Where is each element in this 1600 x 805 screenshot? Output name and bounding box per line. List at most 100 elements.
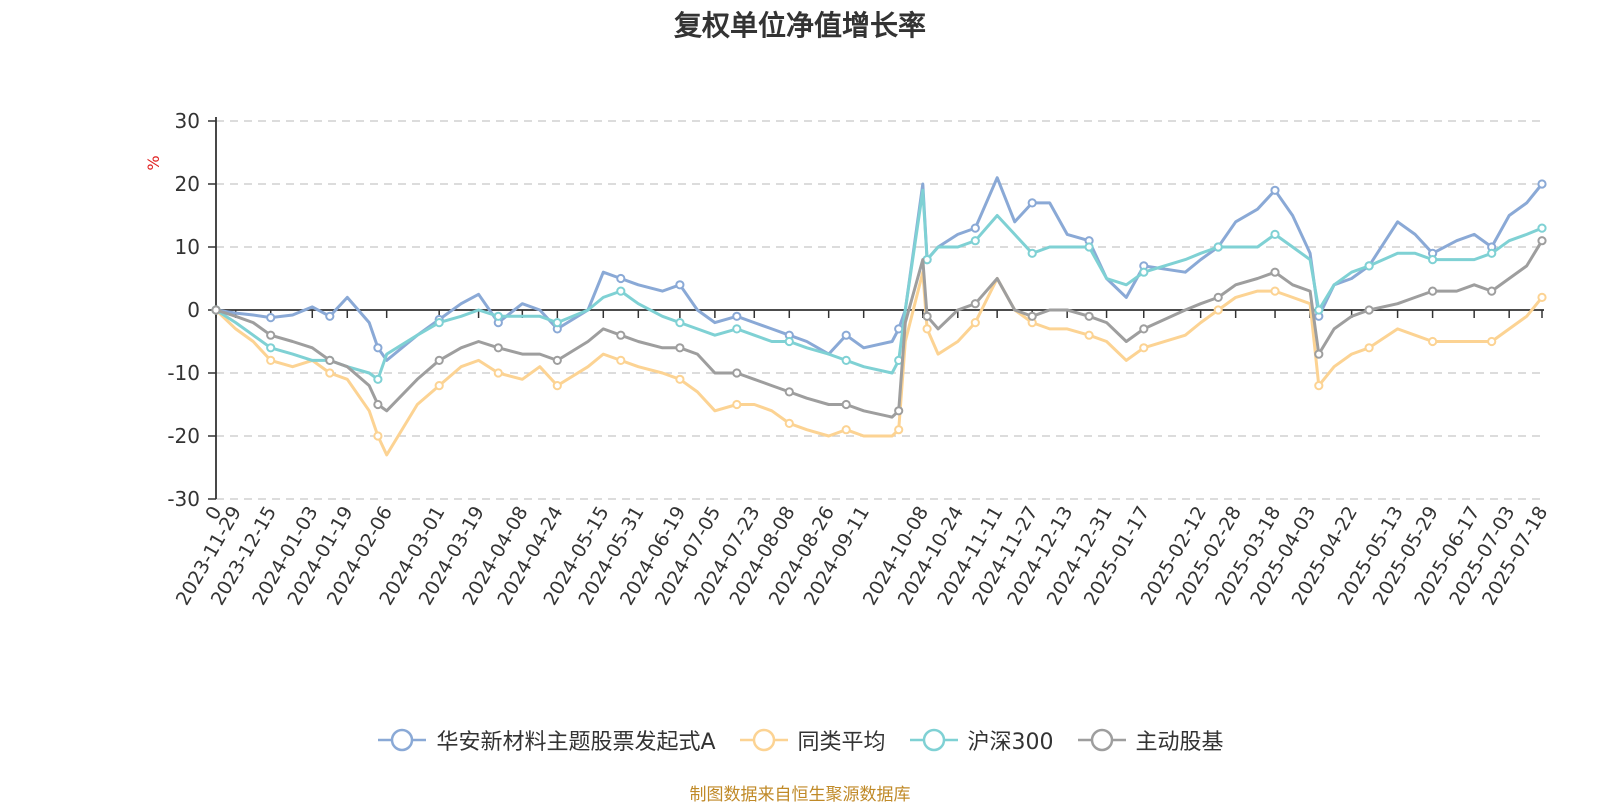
series-point [970, 299, 980, 309]
y-tick-label: -30 [167, 487, 200, 511]
series-point [784, 387, 794, 397]
series-point [1084, 330, 1094, 340]
series-point [1027, 311, 1037, 321]
series-point [1364, 343, 1374, 353]
series-point [1487, 248, 1497, 258]
series-point [1314, 381, 1324, 391]
series-point [1537, 292, 1547, 302]
series-point [841, 355, 851, 365]
y-tick-label: 10 [175, 235, 200, 259]
series-point [1139, 267, 1149, 277]
legend: 华安新材料主题股票发起式A 同类平均 沪深300 主动股基 [0, 724, 1600, 756]
legend-marker-icon [1077, 728, 1126, 752]
series-point [732, 324, 742, 334]
legend-item-1[interactable]: 华安新材料主题股票发起式A [376, 724, 716, 756]
series-point [894, 425, 904, 435]
series-point [1270, 229, 1280, 239]
y-tick-label: 30 [175, 109, 200, 133]
series-point [922, 311, 932, 321]
series-point [373, 343, 383, 353]
legend-label: 同类平均 [797, 730, 886, 755]
series-point [675, 343, 685, 353]
legend-marker-icon [378, 728, 427, 752]
series-point [373, 431, 383, 441]
y-tick-label: -20 [167, 424, 200, 448]
series-point [266, 343, 276, 353]
series-point [616, 330, 626, 340]
series-point [1139, 343, 1149, 353]
series-point [1270, 267, 1280, 277]
series-point [266, 313, 276, 323]
series-point [1084, 242, 1094, 252]
series-line-1 [214, 176, 1544, 362]
series-point [1487, 286, 1497, 296]
series-point [784, 418, 794, 428]
series-point [894, 406, 904, 416]
series-point [552, 355, 562, 365]
series-point [1027, 198, 1037, 208]
series-point [1537, 179, 1547, 189]
series-point [325, 311, 335, 321]
series-point [1314, 305, 1324, 315]
source-note: 制图数据来自恒生聚源数据库 [689, 785, 911, 805]
legend-label: 主动股基 [1135, 730, 1224, 755]
series-point [373, 374, 383, 384]
series-point [434, 355, 444, 365]
series-point [434, 318, 444, 328]
series-point [616, 286, 626, 296]
y-tick-label: 20 [175, 172, 200, 196]
series-point [970, 236, 980, 246]
series-point [325, 355, 335, 365]
series-lines [211, 176, 1547, 457]
series-point [732, 399, 742, 410]
series-point [493, 368, 503, 378]
series-point [675, 280, 685, 290]
series-point [732, 368, 742, 378]
series-point [1213, 305, 1223, 315]
series-point [373, 399, 383, 410]
series-point [970, 223, 980, 233]
series-point [1364, 261, 1374, 271]
legend-label: 沪深300 [967, 730, 1054, 755]
series-point [493, 311, 503, 321]
series-point [1270, 286, 1280, 296]
series-point [1428, 255, 1438, 265]
series-line-3 [214, 188, 1544, 381]
y-tick-label: -10 [167, 361, 200, 385]
series-point [434, 381, 444, 391]
series-point [266, 355, 276, 365]
legend-label: 华安新材料主题股票发起式A [436, 730, 716, 755]
series-point [1537, 236, 1547, 246]
series-point [675, 374, 685, 384]
series-point [841, 330, 851, 340]
series-point [266, 330, 276, 340]
series-point [325, 368, 335, 378]
series-line-2 [214, 270, 1544, 457]
series-point [732, 311, 742, 321]
series-point [1314, 349, 1324, 359]
series-point [1084, 311, 1094, 321]
series-point [552, 318, 562, 328]
series-point [211, 305, 221, 315]
series-point [784, 336, 794, 347]
series-point [1537, 223, 1547, 233]
series-point [675, 318, 685, 328]
legend-item-3[interactable]: 沪深300 [908, 724, 1054, 756]
series-point [616, 273, 626, 284]
legend-item-4[interactable]: 主动股基 [1076, 724, 1224, 756]
legend-marker-icon [909, 728, 958, 752]
series-point [841, 425, 851, 435]
series-point [493, 343, 503, 353]
legend-item-2[interactable]: 同类平均 [738, 724, 886, 756]
series-point [1213, 242, 1223, 252]
series-point [1364, 305, 1374, 315]
series-point [1270, 185, 1280, 195]
series-point [922, 324, 932, 334]
series-point [1139, 324, 1149, 334]
series-point [616, 355, 626, 365]
series-point [970, 318, 980, 328]
series-point [922, 255, 932, 265]
series-point [1213, 292, 1223, 302]
y-tick-label: 0 [187, 298, 200, 322]
